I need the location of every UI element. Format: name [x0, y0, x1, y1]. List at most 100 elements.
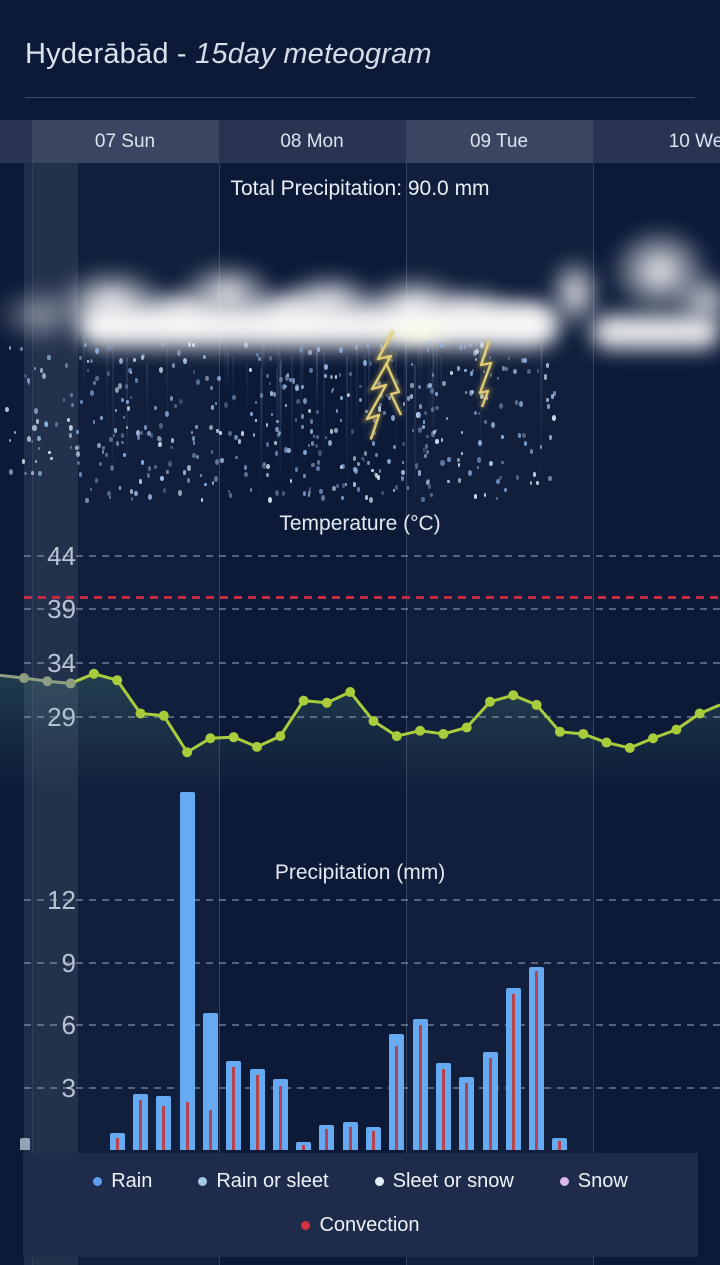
rain-drop	[548, 435, 552, 440]
temperature-point[interactable]	[648, 733, 659, 744]
rain-drop	[515, 474, 520, 480]
rain-drop	[9, 468, 14, 475]
precip-bar[interactable]	[156, 1095, 172, 1150]
temperature-point[interactable]	[671, 724, 682, 735]
rain-drop	[47, 355, 51, 360]
legend-item-rain[interactable]: Rain	[93, 1170, 152, 1193]
rain-streak	[363, 355, 366, 462]
legend-panel: Rain Rain or sleet Sleet or snow Snow Conve…	[23, 1153, 698, 1257]
cloud-blob	[547, 255, 603, 331]
temperature-point[interactable]	[345, 687, 356, 698]
rain-drop	[385, 355, 389, 360]
meteogram-scroll-area[interactable]: 07 Sun 08 Mon 09 Tue 10 We Total Precipitat…	[0, 120, 720, 1265]
rain-drop	[513, 368, 517, 374]
temperature-point[interactable]	[228, 732, 239, 743]
rain-drop	[476, 466, 480, 470]
rain-drop	[474, 357, 477, 361]
rain-drop	[209, 425, 213, 431]
precip-bar[interactable]	[529, 966, 545, 1150]
precip-bar[interactable]	[366, 1127, 381, 1150]
precip-bar[interactable]	[435, 1062, 451, 1150]
rain-drop	[220, 458, 224, 464]
rain-streak	[261, 338, 264, 473]
rain-drop	[406, 486, 410, 491]
legend-item-rain-or-sleet[interactable]: Rain or sleet	[198, 1170, 329, 1193]
legend-label: Sleet or snow	[392, 1169, 514, 1192]
rain-drop	[426, 383, 431, 390]
temperature-point[interactable]	[624, 742, 635, 753]
rain-drop	[89, 487, 93, 491]
rain-drop	[394, 485, 398, 490]
rain-drop	[8, 345, 12, 350]
rain-drop	[429, 492, 434, 498]
rain-drop	[272, 391, 277, 397]
rain-drop	[410, 394, 414, 400]
rain-drop	[442, 380, 446, 386]
precip-bar[interactable]	[342, 1121, 358, 1150]
temperature-point[interactable]	[321, 697, 332, 708]
rain-drop	[228, 431, 232, 437]
precip-bar[interactable]	[109, 1133, 125, 1150]
rain-drop	[48, 450, 51, 455]
precip-bar[interactable]	[412, 1018, 428, 1150]
day-header-07-sun[interactable]: 07 Sun	[31, 120, 219, 163]
rain-drop	[464, 368, 467, 373]
temperature-point[interactable]	[252, 741, 262, 752]
precip-bar[interactable]	[179, 792, 195, 1150]
rain-streak	[427, 334, 430, 449]
rain-drop	[369, 436, 373, 440]
rain-drop	[149, 433, 153, 438]
rain-drop	[172, 363, 176, 368]
precip-bar[interactable]	[505, 987, 521, 1150]
rain-drop	[435, 405, 439, 411]
precip-bar[interactable]	[459, 1077, 475, 1150]
legend-item-sleet-or-snow[interactable]: Sleet or snow	[374, 1169, 514, 1193]
rain-drop	[353, 456, 357, 461]
legend-label: Snow	[577, 1169, 628, 1192]
rain-drop	[126, 426, 129, 430]
precip-bar[interactable]	[272, 1079, 288, 1150]
precip-bar[interactable]	[552, 1137, 568, 1150]
temperature-point[interactable]	[298, 695, 309, 706]
rain-drop	[457, 366, 461, 371]
temperature-point[interactable]	[601, 737, 612, 748]
rain-drop	[301, 414, 305, 419]
rain-drop	[346, 394, 349, 398]
temperature-point[interactable]	[391, 731, 402, 742]
temperature-point[interactable]	[275, 731, 286, 742]
rain-drop	[316, 434, 320, 440]
day-header-08-mon[interactable]: 08 Mon	[218, 120, 406, 163]
precip-axis-tick: 9	[61, 947, 76, 978]
rain-drop	[204, 482, 207, 487]
rain-drop	[8, 438, 11, 443]
precip-bar[interactable]	[249, 1068, 265, 1150]
day-header-09-tue[interactable]: 09 Tue	[405, 120, 593, 163]
precip-bar[interactable]	[296, 1141, 312, 1150]
temp-gridline	[24, 662, 720, 664]
rain-drop	[128, 367, 132, 374]
rain-drop	[62, 397, 66, 402]
legend-dot	[559, 1176, 569, 1186]
rain-drop	[130, 488, 134, 494]
legend-item-convection[interactable]: Convection	[301, 1214, 420, 1237]
precip-bar[interactable]	[226, 1060, 242, 1150]
rain-drop	[434, 428, 437, 432]
rain-drop	[169, 396, 174, 402]
precip-axis-tick: 12	[47, 885, 76, 916]
precip-bar[interactable]	[202, 1012, 218, 1150]
rain-drop	[54, 422, 59, 428]
rain-drop	[69, 392, 73, 398]
rain-streak	[291, 356, 294, 510]
day-header-10-we[interactable]: 10 We	[592, 120, 720, 163]
precip-bar[interactable]	[482, 1052, 498, 1150]
precip-bar[interactable]	[133, 1093, 148, 1150]
precip-bar[interactable]	[389, 1033, 405, 1150]
rain-drop	[402, 402, 406, 406]
page-title: Hyderābād - 15day meteogram	[25, 38, 432, 71]
legend-item-snow[interactable]: Snow	[559, 1169, 628, 1193]
cloud-rain-visualization	[0, 163, 720, 603]
rain-drop	[383, 411, 386, 415]
precip-bar[interactable]	[20, 1137, 30, 1150]
precip-bar[interactable]	[319, 1125, 335, 1150]
day-header-prev-day[interactable]	[0, 120, 32, 163]
